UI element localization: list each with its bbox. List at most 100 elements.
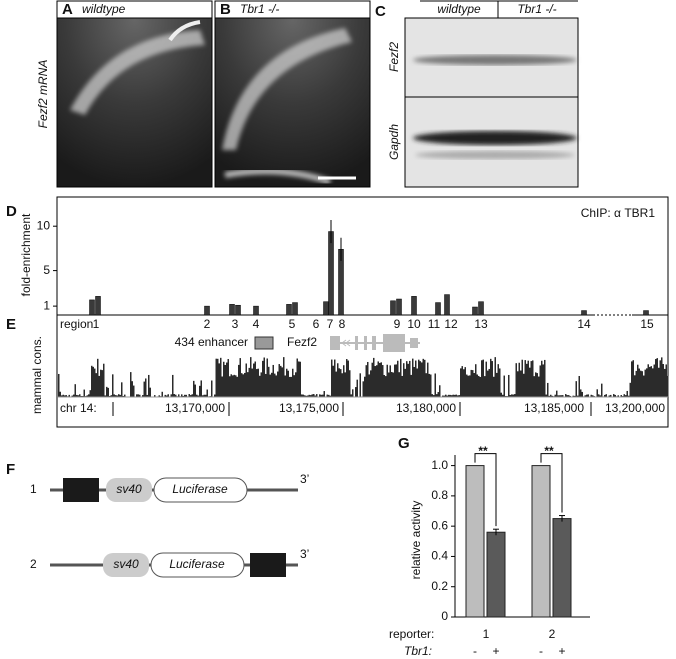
conservation: [313, 394, 315, 397]
conservation: [455, 394, 457, 397]
conservation: [407, 363, 409, 397]
conservation: [250, 357, 252, 397]
conservation: [112, 374, 114, 397]
conservation: [319, 394, 321, 397]
conservation: [451, 395, 453, 397]
conservation: [466, 374, 468, 397]
conservation: [61, 395, 63, 397]
x-tick-label: 1: [483, 627, 490, 641]
conservation: [190, 395, 192, 397]
conservation: [598, 394, 600, 397]
y-tick-label: 1: [43, 298, 50, 312]
conservation: [599, 395, 601, 397]
conservation: [203, 394, 205, 397]
conservation: [341, 373, 343, 397]
conservation: [329, 395, 331, 397]
cortex-signal: [222, 28, 352, 150]
cortex-signal: [70, 30, 205, 115]
conservation: [575, 381, 577, 397]
conservation: [404, 368, 406, 397]
conservation: [541, 360, 543, 397]
panel-label: C: [375, 3, 386, 20]
conservation: [266, 358, 268, 397]
conservation: [88, 394, 90, 397]
conservation: [476, 374, 478, 397]
conservation: [251, 368, 253, 397]
conservation: [400, 358, 402, 397]
conservation: [410, 374, 412, 397]
conservation: [367, 361, 369, 397]
bar: [253, 305, 259, 316]
enhancer-box: [63, 478, 99, 502]
conservation: [104, 395, 106, 397]
conservation: [526, 363, 528, 397]
conservation: [293, 375, 295, 397]
conservation: [439, 385, 441, 397]
conservation: [547, 382, 549, 397]
band: [415, 151, 575, 159]
conservation: [503, 375, 505, 397]
bar: [95, 296, 101, 316]
conservation: [562, 395, 564, 397]
conservation: [170, 394, 172, 397]
x-tick-label: 10: [407, 317, 421, 331]
conservation: [518, 362, 520, 397]
enhancer-label: 434 enhancer: [175, 335, 248, 349]
gene-label: Fezf2: [287, 335, 317, 349]
conservation: [296, 358, 298, 397]
conservation: [383, 374, 385, 397]
conservation: [500, 392, 502, 397]
conservation: [475, 364, 477, 397]
conservation: [613, 394, 615, 397]
conservation: [235, 375, 237, 397]
bar: [229, 304, 235, 316]
panel-label: E: [6, 316, 16, 333]
conservation: [472, 370, 474, 397]
conservation: [362, 381, 364, 397]
conservation: [431, 394, 433, 397]
reporter-label: Luciferase: [169, 557, 225, 571]
conservation: [277, 371, 279, 397]
bar: [472, 306, 478, 316]
y-tick-label: 5: [43, 263, 50, 277]
row-label: Fezf2: [387, 42, 401, 72]
conservation: [356, 379, 358, 397]
conservation: [596, 389, 598, 397]
panel-b: B Tbr1 -/-: [214, 0, 371, 188]
conservation: [493, 376, 495, 397]
conservation: [83, 389, 85, 397]
conservation: [640, 370, 642, 397]
conservation: [445, 394, 447, 397]
conservation: [649, 366, 651, 397]
conservation: [253, 363, 255, 397]
conservation: [517, 371, 519, 397]
row-label: Gapdh: [387, 124, 401, 160]
conservation: [133, 385, 135, 397]
conservation: [260, 372, 262, 397]
bar: [444, 294, 450, 316]
conservation: [574, 395, 576, 397]
x-tick-label: 1: [93, 317, 100, 331]
conservation: [194, 384, 196, 397]
bar: [643, 310, 649, 316]
bar: [390, 300, 396, 316]
conservation: [394, 364, 396, 397]
conservation: [652, 368, 654, 397]
conservation: [478, 375, 480, 397]
series-label: -: [473, 644, 477, 658]
bar: [465, 465, 485, 618]
conservation: [538, 376, 540, 397]
conservation: [392, 372, 394, 397]
reporter-label: Luciferase: [172, 482, 228, 496]
conservation: [97, 358, 99, 397]
chr-label: chr 14:: [60, 401, 97, 415]
conservation: [584, 395, 586, 397]
conservation: [566, 395, 568, 397]
y-label: Fezf2 mRNA: [36, 60, 50, 129]
conservation: [535, 372, 537, 397]
conservation: [497, 364, 499, 397]
conservation: [175, 394, 177, 397]
promoter-label: sv40: [113, 557, 139, 571]
conservation: [62, 394, 64, 397]
conservation: [557, 395, 559, 397]
